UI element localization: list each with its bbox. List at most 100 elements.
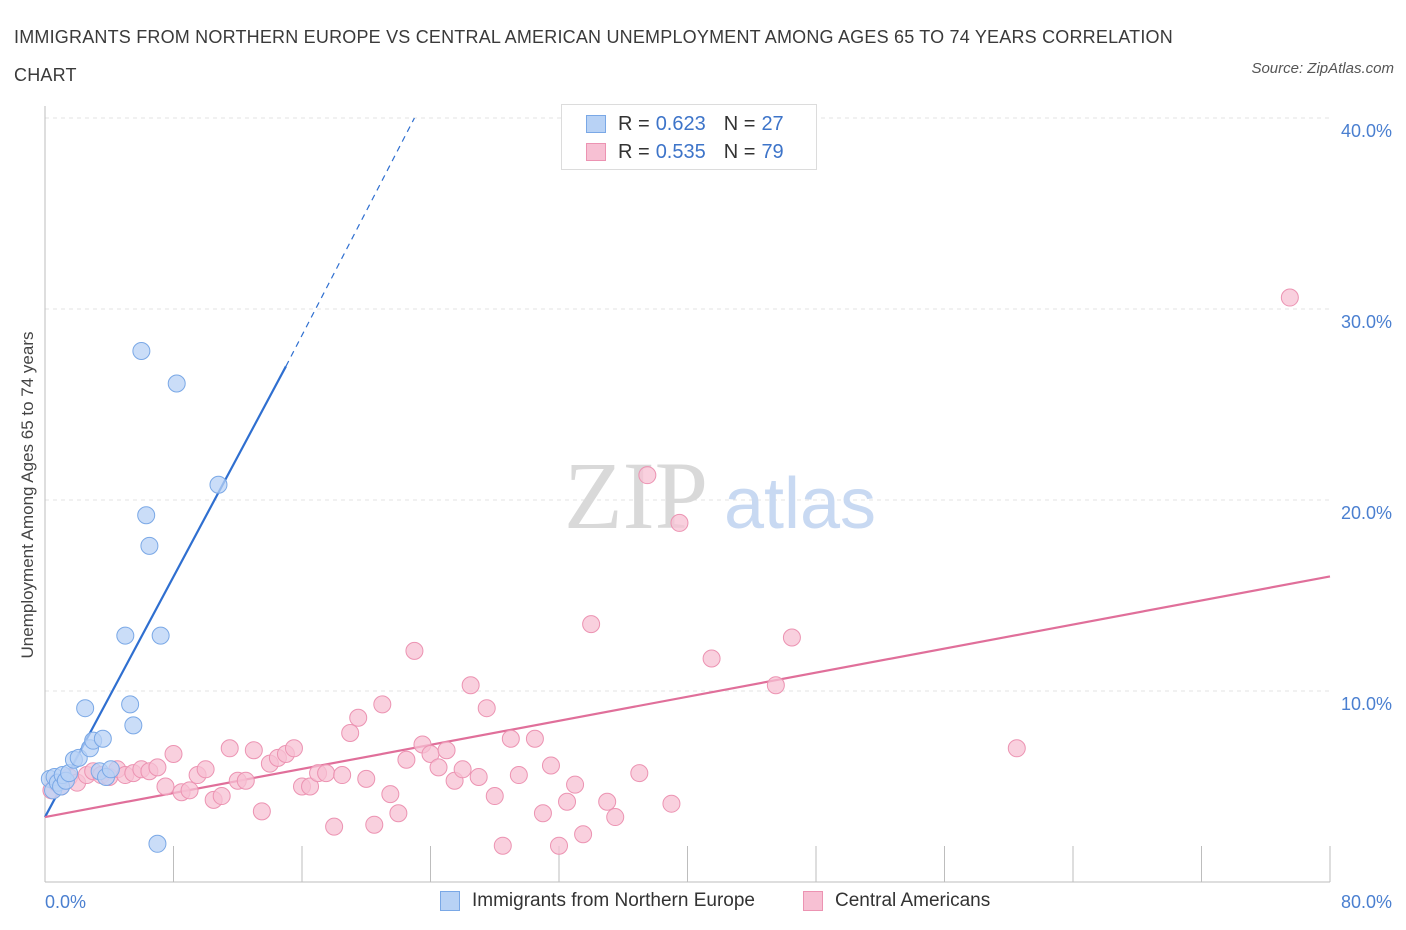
point-central-americans [373,695,392,714]
point-northern-europe [101,760,120,779]
point-central-americans [782,628,801,647]
point-central-americans [389,804,408,823]
point-central-americans [252,802,271,821]
pink-swatch [586,143,606,161]
point-central-americans [357,769,376,788]
point-northern-europe [137,506,156,525]
axes [44,106,1331,883]
y-tick-label: 10.0% [1341,694,1392,714]
point-central-americans [606,808,625,827]
point-central-americans [598,792,617,811]
n-label: N = [723,140,756,163]
point-northern-europe [167,374,186,393]
point-central-americans [212,787,231,806]
legend-label: Central Americans [835,890,991,911]
point-central-americans [550,836,568,855]
point-central-americans [558,792,577,811]
point-central-americans [180,781,199,800]
point-central-americans [349,708,368,727]
point-central-americans [156,777,175,796]
data-points [40,288,1299,855]
point-central-americans [582,615,601,634]
point-central-americans [317,764,336,783]
stats-row-central-americans: R = 0.535 N = 79 [586,138,784,166]
point-central-americans [485,787,504,806]
point-central-americans [525,729,544,748]
point-central-americans [284,739,303,758]
point-central-americans [429,758,448,777]
point-central-americans [469,767,488,786]
tick-labels: 10.0% 20.0% 30.0% 40.0% 0.0% 80.0% [45,121,1392,912]
point-central-americans [220,739,239,758]
point-northern-europe [140,536,159,555]
n-label: N = [723,112,756,135]
point-central-americans [244,741,263,760]
gridlines [45,117,1330,692]
point-central-americans [541,756,560,775]
point-central-americans [405,641,424,660]
watermark: ZIP atlas [564,442,876,549]
point-northern-europe [148,834,167,853]
stats-legend: R = 0.623 N = 27 R = 0.535 N = 79 [561,104,817,170]
point-central-americans [301,777,320,796]
point-central-americans [533,804,552,823]
trend-line-central-americans [44,575,1331,819]
y-tick-label: 30.0% [1341,312,1392,332]
legend-item-northern-europe[interactable]: Immigrants from Northern Europe [440,890,755,912]
legend-item-central-americans[interactable]: Central Americans [803,890,990,912]
r-value: 0.535 [655,140,706,163]
point-central-americans [236,771,255,790]
x-tick-label: 80.0% [1341,892,1392,912]
source-label: Source: ZipAtlas.com [1251,60,1394,77]
stats-row-northern-europe: R = 0.623 N = 27 [586,110,784,138]
y-tick-label: 40.0% [1341,121,1392,141]
point-northern-europe [209,475,228,494]
point-central-americans [333,766,352,785]
point-central-americans [164,745,183,764]
point-central-americans [1007,739,1026,758]
legend-label: Immigrants from Northern Europe [472,890,755,911]
point-northern-europe [124,716,143,735]
blue-swatch [440,891,460,911]
point-central-americans [1280,288,1299,307]
point-northern-europe [132,342,151,361]
r-label: R = [618,140,650,163]
point-central-americans [325,817,344,836]
point-northern-europe [121,695,140,714]
point-central-americans [630,764,649,783]
watermark-atlas: atlas [724,464,876,544]
r-value: 0.623 [655,112,706,135]
point-central-americans [493,836,512,855]
point-central-americans [341,724,360,743]
point-central-americans [397,750,416,769]
point-central-americans [566,775,585,794]
n-value: 27 [761,112,784,135]
point-central-americans [453,760,472,779]
point-central-americans [670,513,689,532]
point-central-americans [662,794,681,813]
y-tick-label: 20.0% [1341,503,1392,523]
point-northern-europe [76,699,95,718]
n-value: 79 [761,140,784,163]
point-central-americans [381,785,400,804]
point-central-americans [196,760,215,779]
watermark-zip: ZIP [564,442,708,549]
blue-swatch [586,115,606,133]
x-tick-label: 0.0% [45,892,86,912]
chart-title: IMMIGRANTS FROM NORTHERN EUROPE VS CENTR… [14,27,1173,85]
point-central-americans [702,649,721,668]
point-central-americans [148,758,167,777]
point-northern-europe [151,626,170,645]
point-central-americans [501,729,520,748]
series-legend: Immigrants from Northern Europe Central … [0,888,1406,916]
point-central-americans [638,466,657,485]
point-central-americans [437,741,456,760]
point-central-americans [461,676,480,695]
r-label: R = [618,112,650,135]
point-northern-europe [116,626,135,645]
trend-line-extension [285,117,415,367]
point-central-americans [509,766,528,785]
point-central-americans [766,676,785,695]
point-central-americans [477,699,496,718]
